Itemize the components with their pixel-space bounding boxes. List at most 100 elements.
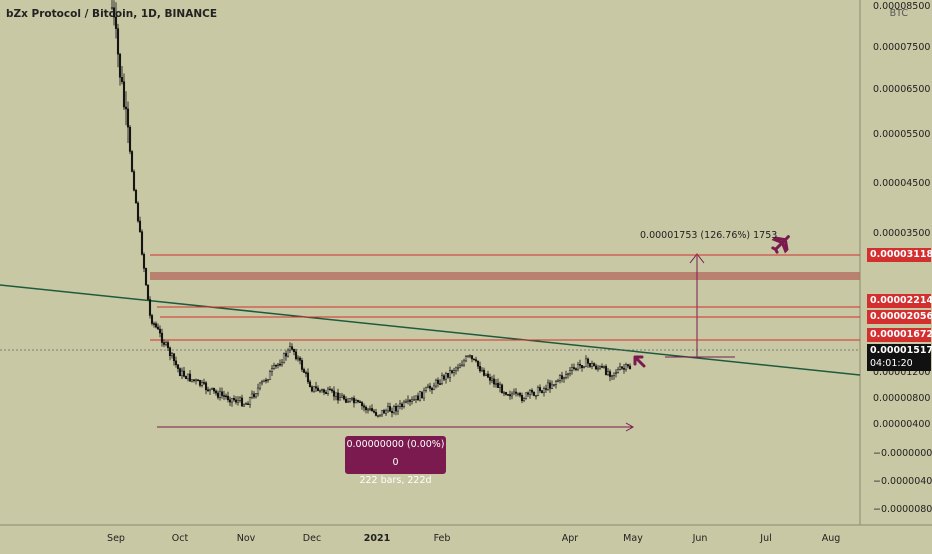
candle-body: [128, 126, 132, 152]
candle-body: [310, 386, 314, 392]
candle-body: [426, 385, 430, 389]
candle-body: [354, 400, 358, 404]
candle-body: [252, 393, 256, 398]
candle-body: [198, 380, 202, 386]
candle-body: [622, 368, 626, 370]
candle-body: [456, 367, 460, 370]
candle-body: [408, 399, 412, 402]
candle-body: [414, 395, 418, 400]
candle-body: [182, 370, 186, 377]
candle-body: [448, 370, 452, 378]
candle-body: [240, 397, 244, 407]
candle-body: [230, 398, 234, 403]
candle-body: [562, 377, 566, 380]
candle-body: [542, 388, 546, 393]
candle-body: [502, 392, 506, 394]
candle-body: [132, 171, 136, 191]
candle-body: [324, 392, 328, 394]
candle-body: [462, 360, 466, 366]
candle-body: [332, 390, 336, 397]
candle-body: [612, 372, 616, 376]
time-axis-label: Oct: [172, 533, 189, 544]
candle-body: [334, 392, 338, 397]
candle-body: [342, 395, 346, 400]
candle-body: [534, 395, 538, 397]
candle-body: [284, 353, 288, 357]
candle-body: [520, 395, 524, 401]
candle-body: [274, 365, 278, 367]
candle-body: [308, 381, 312, 388]
candle-body: [536, 387, 540, 396]
time-axis-label: Jun: [692, 533, 708, 544]
time-axis-label: Apr: [562, 533, 579, 544]
candle-body: [600, 366, 604, 368]
candle-body: [402, 401, 406, 407]
currency-label: BTC: [889, 8, 908, 19]
level-tag-2[interactable]: 0.00002214: [867, 294, 932, 308]
candle-body: [154, 323, 158, 328]
candle-body: [188, 373, 192, 382]
candle-body: [286, 349, 290, 357]
candle-body: [538, 387, 542, 391]
price-axis-label: −0.00000800: [873, 504, 932, 515]
candle-body: [464, 356, 468, 362]
level-tag-4[interactable]: 0.00001672: [867, 328, 932, 342]
candle-body: [304, 372, 308, 374]
candle-body: [526, 392, 530, 395]
candle-body: [358, 401, 362, 403]
candle-body: [202, 382, 206, 384]
candle-body: [320, 389, 324, 391]
candle-body: [318, 389, 322, 392]
candle-body: [242, 403, 246, 407]
candle-body: [314, 386, 318, 389]
candle-body: [300, 360, 304, 370]
bar-countdown: 04:01:20: [867, 357, 931, 371]
candle-body: [148, 299, 152, 316]
resistance-zone[interactable]: [150, 272, 860, 280]
candle-body: [586, 358, 590, 364]
level-tag-1[interactable]: 0.00003118: [867, 248, 932, 262]
candle-body: [246, 403, 250, 405]
candle-body: [396, 406, 400, 412]
candle-body: [196, 379, 200, 382]
candle-body: [338, 397, 342, 401]
candle-body: [532, 391, 536, 396]
pointer-arrow-icon: [633, 355, 646, 368]
descending-trendline[interactable]: [0, 284, 861, 376]
price-axis-label: 0.00005500: [873, 129, 930, 140]
candle-body: [428, 385, 432, 389]
date-range-arrowhead: [625, 422, 635, 432]
candle-body: [264, 379, 268, 382]
candle-body: [146, 284, 150, 300]
candle-body: [138, 220, 142, 232]
candle-body: [450, 370, 454, 373]
candle-body: [118, 53, 122, 78]
candle-body: [530, 389, 534, 393]
price-axis-label: 0.00007500: [873, 42, 930, 53]
candle-body: [608, 371, 612, 377]
candle-body: [306, 372, 310, 383]
price-ruler-arrowhead: [689, 253, 705, 264]
candle-body: [554, 381, 558, 385]
candle-body: [410, 399, 414, 402]
candle-body: [416, 395, 420, 401]
candle-body: [544, 388, 548, 390]
candle-body: [290, 346, 294, 350]
candle-body: [404, 401, 408, 403]
candle-body: [392, 406, 396, 414]
candle-body: [452, 370, 456, 373]
candle-body: [432, 385, 436, 391]
candle-body: [236, 400, 240, 403]
candle-body: [366, 408, 370, 411]
candle-body: [250, 393, 254, 398]
candle-body: [192, 379, 196, 382]
current-price-tag[interactable]: 0.00001517: [867, 344, 932, 358]
candle-body: [296, 357, 300, 360]
candle-body: [328, 388, 332, 391]
candle-body: [486, 373, 490, 378]
candle-body: [474, 359, 478, 362]
level-tag-3[interactable]: 0.00002056: [867, 310, 932, 324]
candle-body: [620, 366, 624, 369]
